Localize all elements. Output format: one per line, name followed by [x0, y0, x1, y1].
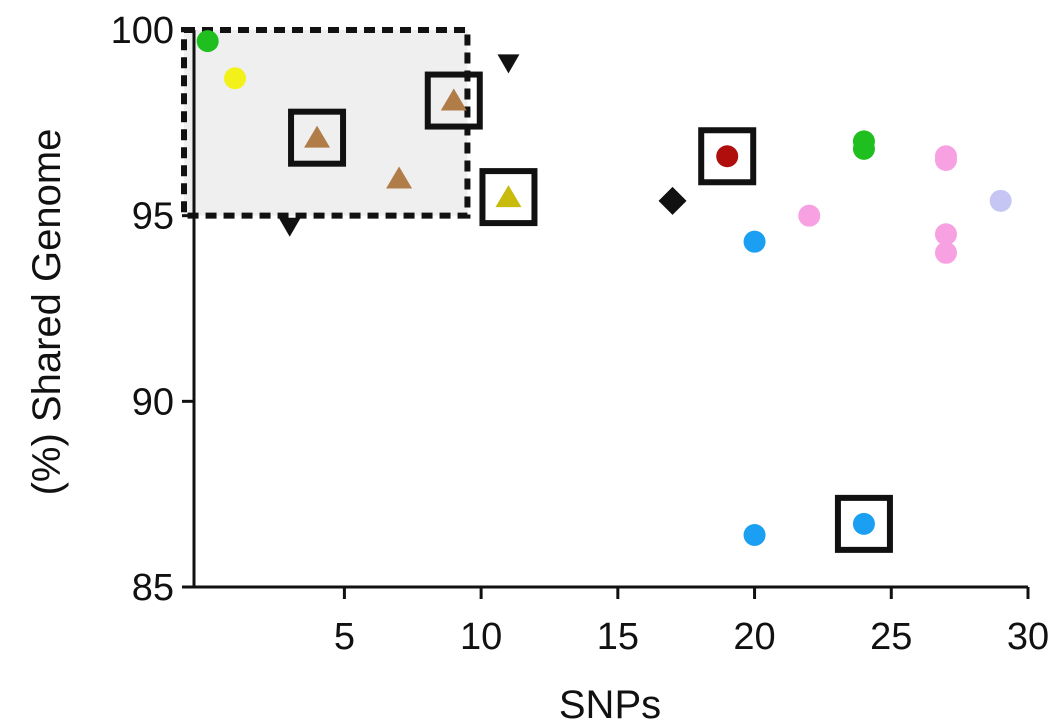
x-axis-label: SNPs	[559, 683, 661, 727]
highlight-region-layer	[181, 27, 471, 219]
highlight-box	[698, 127, 757, 186]
data-point	[495, 185, 522, 208]
x-tick-label: 5	[334, 616, 355, 658]
data-point	[852, 137, 875, 160]
data-point	[278, 217, 301, 237]
axis-ticks: 5 10 15 20 25 30 85 90 95 100	[111, 10, 1050, 658]
data-point	[304, 125, 331, 148]
x-tick-label: 25	[870, 616, 912, 658]
data-point	[798, 204, 821, 227]
highlight-box	[424, 71, 483, 130]
y-axis-label: (%) Shared Genome	[25, 129, 69, 496]
data-point	[658, 186, 687, 215]
data-points	[196, 30, 1012, 547]
data-point	[989, 189, 1012, 212]
x-tick-label: 30	[1007, 616, 1049, 658]
highlight-boxes	[288, 71, 893, 553]
x-tick-label: 20	[733, 616, 775, 658]
axes	[192, 30, 1028, 589]
x-tick-label: 10	[460, 616, 502, 658]
data-point	[440, 88, 467, 111]
data-point	[743, 230, 766, 253]
x-tick-label: 15	[597, 616, 639, 658]
data-point	[934, 148, 957, 171]
data-point	[743, 524, 766, 547]
highlight-box	[479, 168, 538, 227]
highlight-box	[288, 108, 347, 167]
data-point	[716, 145, 739, 168]
data-point	[934, 241, 957, 264]
data-point	[497, 54, 520, 74]
highlight-region-box	[181, 27, 471, 219]
y-tick-label: 90	[132, 381, 174, 423]
data-point	[196, 30, 219, 53]
highlight-box	[834, 494, 893, 553]
y-tick-label: 95	[132, 196, 174, 238]
data-point	[852, 512, 875, 535]
y-tick-label: 100	[111, 10, 174, 52]
data-point	[934, 223, 957, 246]
data-point	[386, 166, 413, 189]
data-point	[224, 67, 247, 90]
y-tick-label: 85	[132, 567, 174, 609]
